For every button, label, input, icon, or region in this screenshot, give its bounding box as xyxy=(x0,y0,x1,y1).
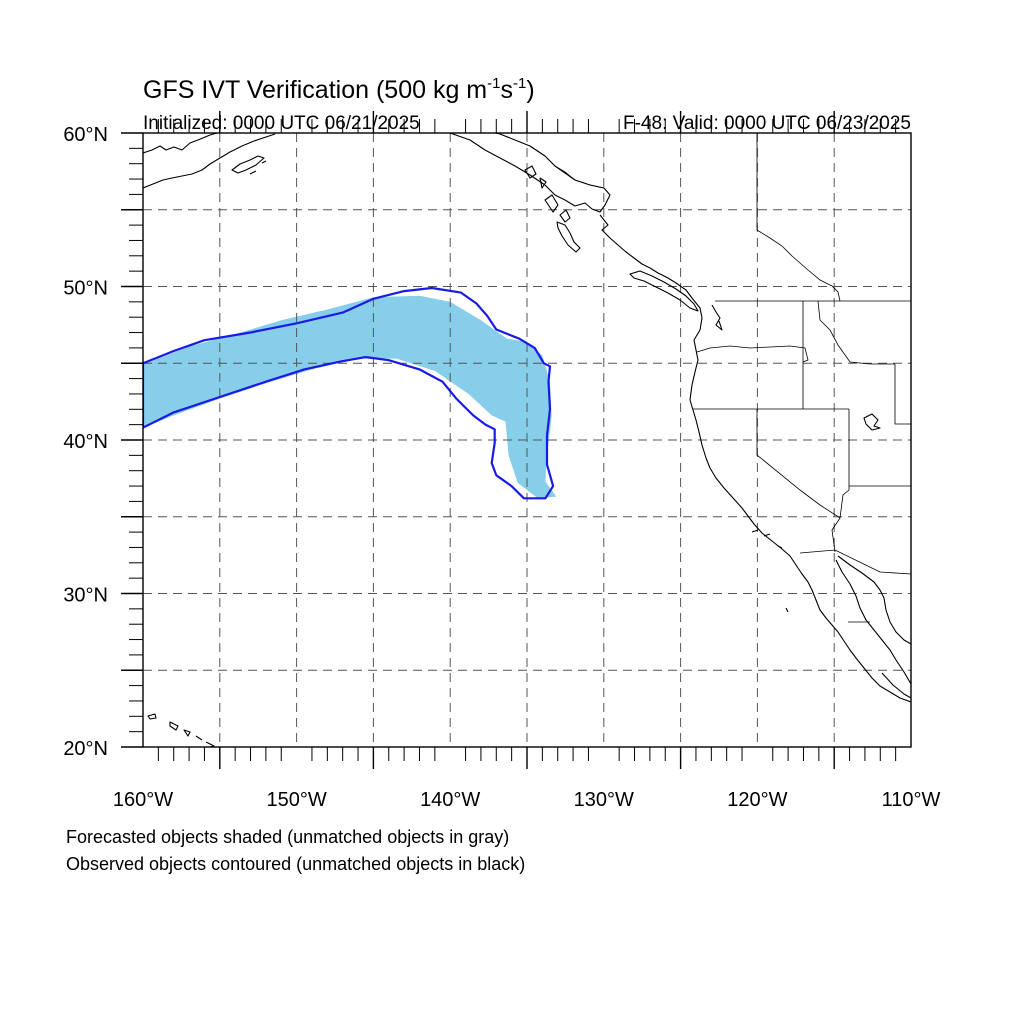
bc-alberta-border xyxy=(756,133,841,302)
islands-alaska-small xyxy=(249,160,267,175)
utah-border xyxy=(849,364,911,487)
coastline-alaska xyxy=(143,133,276,189)
lon-label: 130°W xyxy=(574,789,634,811)
island-kodiak xyxy=(231,155,265,174)
vancouver-island xyxy=(629,270,699,312)
map-title: GFS IVT Verification (500 kg m-1s-1) xyxy=(143,75,535,104)
lon-label: 120°W xyxy=(727,789,787,811)
us-mexico-border xyxy=(799,549,911,575)
lon-label: 140°W xyxy=(420,789,480,811)
title-end: ) xyxy=(526,76,534,104)
gulf-of-california xyxy=(837,555,911,645)
arizona-border xyxy=(831,517,841,553)
idaho-border xyxy=(802,300,895,409)
nevada-border xyxy=(756,409,850,519)
forecast-caption: Forecasted objects shaded (unmatched obj… xyxy=(66,827,509,847)
coastline-panhandle xyxy=(449,133,611,213)
observed-caption: Observed objects contoured (unmatched ob… xyxy=(66,854,525,874)
title-mid: s xyxy=(500,76,513,104)
title-main: GFS IVT Verification (500 kg m xyxy=(143,76,487,104)
alaska-canada-border xyxy=(529,145,605,189)
coastline-bc xyxy=(599,214,703,331)
islands-panhandle xyxy=(524,165,571,223)
lat-label: 60°N xyxy=(63,124,108,146)
puget-sound xyxy=(711,304,723,331)
great-salt-lake xyxy=(863,413,881,431)
hawaii-islands xyxy=(147,713,215,747)
haida-gwaii xyxy=(556,221,581,253)
channel-islands xyxy=(751,529,789,613)
observed-object-contour xyxy=(143,286,555,500)
lat-label: 20°N xyxy=(63,738,108,760)
lat-label: 30°N xyxy=(63,585,108,607)
latitude-labels: 60°N 50°N 40°N 30°N 20°N xyxy=(63,124,108,760)
coastline-west-us xyxy=(689,329,911,703)
title-sup-2: -1 xyxy=(513,75,526,92)
lon-label: 150°W xyxy=(266,789,326,811)
mexico-mainland-coast xyxy=(881,672,911,699)
coastlines xyxy=(143,133,911,747)
lat-label: 50°N xyxy=(63,278,108,300)
lon-label: 110°W xyxy=(882,789,941,811)
title-sup-1: -1 xyxy=(487,75,500,92)
map-area xyxy=(143,133,911,747)
lat-lon-grid xyxy=(143,133,911,747)
lon-label: 160°W xyxy=(113,789,173,811)
baja-peninsula-east xyxy=(835,559,911,685)
valid-time-label: F-48: Valid: 0000 UTC 06/23/2025 xyxy=(623,113,911,134)
axis-ticks xyxy=(121,111,897,769)
political-boundaries xyxy=(529,133,911,623)
forecast-object-shading xyxy=(143,295,557,499)
washington-oregon-border xyxy=(696,345,809,363)
lat-label: 40°N xyxy=(63,431,108,453)
longitude-labels: 160°W 150°W 140°W 130°W 120°W 110°W xyxy=(113,789,941,811)
